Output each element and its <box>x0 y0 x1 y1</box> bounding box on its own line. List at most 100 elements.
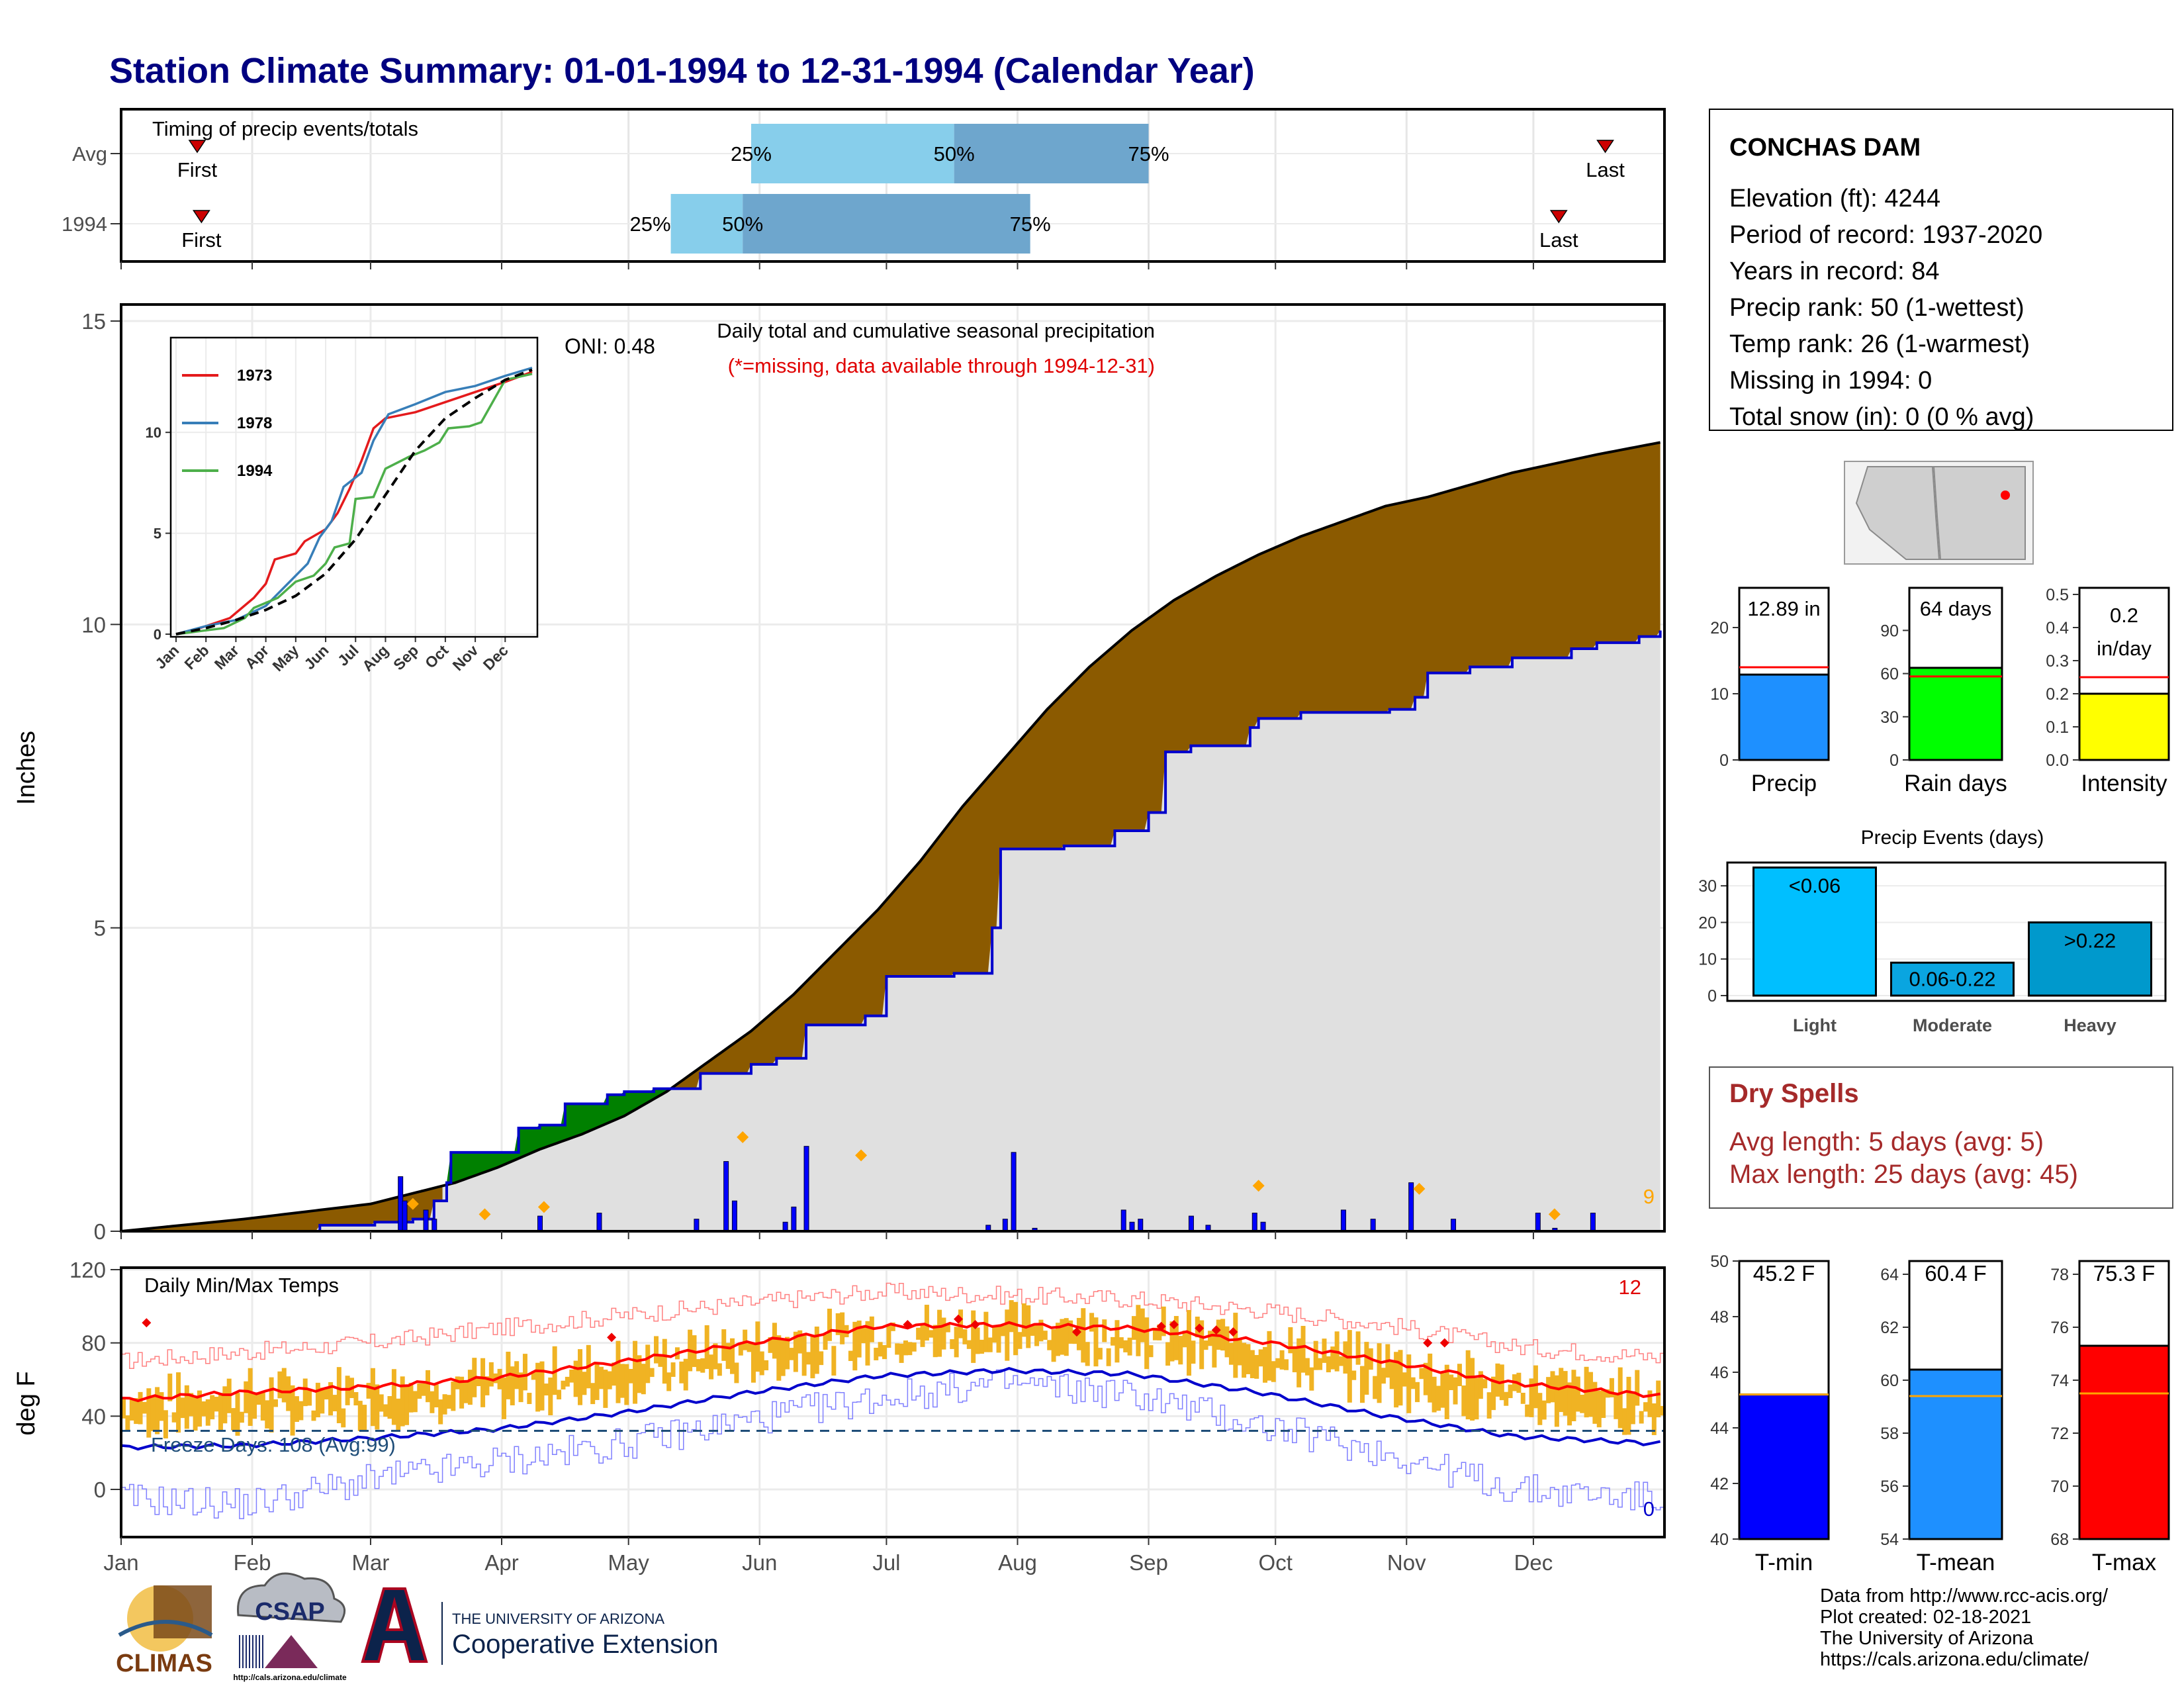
daily-temp-bar <box>1643 1402 1649 1412</box>
daily-temp-bar <box>142 1401 147 1414</box>
month-label: Jul <box>872 1550 900 1575</box>
daily-precip-bar <box>1188 1215 1194 1232</box>
daily-temp-bar <box>362 1405 367 1432</box>
summary-bar-Intensity <box>2078 692 2170 761</box>
events-category-label: Light <box>1793 1015 1837 1035</box>
temp-summary-ytick-label: 62 <box>1880 1319 1899 1337</box>
daily-temp-bar <box>941 1317 946 1350</box>
daily-temp-bar <box>594 1363 600 1400</box>
daily-temp-bar <box>383 1404 388 1417</box>
daily-temp-bar <box>1567 1382 1572 1426</box>
daily-temp-bar <box>1381 1368 1386 1384</box>
daily-temp-bar <box>1614 1394 1619 1419</box>
temp-summary-bar-T-mean <box>1908 1368 2003 1540</box>
daily-temp-bar <box>1537 1393 1543 1425</box>
daily-precip-bar <box>432 1219 437 1232</box>
daily-temp-bar <box>1394 1352 1399 1408</box>
inset-legend-label: 1978 <box>237 414 272 432</box>
temp-summary-ytick-label: 48 <box>1710 1308 1729 1327</box>
record-high-marker <box>970 1320 980 1329</box>
daily-temp-bar <box>1089 1313 1095 1332</box>
month-label: Oct <box>1259 1550 1293 1575</box>
climas-wave-icon <box>118 1620 213 1637</box>
daily-temp-bar <box>189 1393 194 1417</box>
record-high-marker <box>1195 1323 1205 1333</box>
daily-precip-bar <box>731 1200 737 1232</box>
precip-ytick-label: 15 <box>81 309 106 334</box>
station-detail-line: Elevation (ft): 4244 <box>1729 185 1940 212</box>
daily-temp-bar <box>929 1330 934 1338</box>
daily-temp-bar <box>1072 1329 1077 1344</box>
events-bar <box>1890 961 2015 997</box>
daily-temp-bar <box>1622 1408 1627 1435</box>
daily-precip-bar <box>596 1213 602 1232</box>
daily-temp-bar <box>1173 1316 1179 1360</box>
daily-temp-bar <box>573 1360 578 1397</box>
daily-temp-bar <box>396 1398 401 1430</box>
daily-temp-bar <box>138 1391 143 1425</box>
daily-temp-bar <box>683 1358 688 1391</box>
daily-temp-bar <box>1364 1342 1369 1395</box>
csap-cloud-icon <box>237 1572 346 1623</box>
daily-temp-bar <box>971 1310 976 1363</box>
daily-temp-bar <box>502 1378 507 1419</box>
daily-temp-bar <box>958 1309 964 1338</box>
daily-temp-bar <box>619 1364 625 1398</box>
daily-temp-bar <box>379 1394 384 1412</box>
ua-name: THE UNIVERSITY OF ARIZONA <box>452 1611 664 1627</box>
daily-temp-bar <box>1355 1331 1361 1365</box>
daily-temp-bar <box>679 1361 684 1383</box>
month-label: Dec <box>1514 1550 1553 1575</box>
credit-line: The University of Arizona <box>1820 1628 2034 1649</box>
daily-temp-bar <box>1275 1358 1281 1368</box>
daily-temp-bar <box>336 1367 341 1423</box>
daily-temp-bar <box>1191 1340 1196 1364</box>
daily-temp-bar <box>933 1325 938 1358</box>
daily-temp-bar <box>666 1372 672 1391</box>
daily-temp-bar <box>1263 1346 1268 1383</box>
temp-summary-bar-T-min <box>1738 1393 1830 1540</box>
daily-temp-bar <box>1596 1390 1602 1428</box>
timing-marker <box>1596 140 1614 154</box>
daily-temp-bar <box>1102 1319 1107 1342</box>
daily-temp-bar <box>294 1396 299 1423</box>
daily-temp-bar <box>328 1382 334 1416</box>
daily-temp-bar <box>252 1392 257 1419</box>
inset-ytick-label: 5 <box>154 526 161 542</box>
timing-p50-label: 50% <box>934 142 975 165</box>
timing-frame <box>120 108 1666 263</box>
summary-ytick-label: 0.3 <box>2046 652 2069 671</box>
daily-temp-bar <box>696 1359 701 1372</box>
daily-temp-bar <box>1115 1320 1120 1363</box>
daily-temp-bar <box>772 1323 777 1359</box>
daily-temp-bar <box>945 1324 950 1333</box>
daily-temp-bar <box>235 1393 240 1436</box>
daily-temp-bar <box>302 1378 308 1407</box>
dry-departure-area <box>674 442 1661 1089</box>
station-detail-line: Precip rank: 50 (1-wettest) <box>1729 294 2025 322</box>
freeze-label: Freeze Days: 108 (Avg:99) <box>151 1433 396 1456</box>
daily-temp-bar <box>1529 1378 1534 1417</box>
temp-summary-label: T-min <box>1755 1550 1813 1575</box>
daily-temp-bar <box>1148 1345 1154 1358</box>
record-high-marker <box>142 1318 152 1328</box>
daily-temp-bar <box>1292 1348 1297 1373</box>
page-title: Station Climate Summary: 01-01-1994 to 1… <box>109 51 1255 91</box>
daily-temp-bar <box>391 1369 396 1425</box>
daily-temp-bar <box>1152 1327 1158 1340</box>
map-station-marker <box>2001 491 2010 500</box>
summary-ytick-label: 20 <box>1710 619 1729 637</box>
timing-title: Timing of precip events/totals <box>152 117 418 140</box>
daily-temp-bar <box>590 1383 596 1405</box>
temp-summary-ytick-label: 58 <box>1880 1425 1899 1443</box>
daily-temp-bar <box>1169 1321 1175 1362</box>
daily-temp-bar <box>764 1360 769 1371</box>
inset-average-line <box>175 368 533 635</box>
record-high-marker <box>903 1320 913 1329</box>
summary-ytick-label: 30 <box>1880 708 1899 727</box>
temp-ytick-label: 0 <box>94 1477 106 1502</box>
precip-subtitle: (*=missing, data available through 1994-… <box>728 354 1155 377</box>
timing-bar-50-75 <box>743 194 1030 254</box>
daily-temp-bar <box>565 1376 570 1387</box>
daily-temp-bar <box>1575 1376 1580 1412</box>
